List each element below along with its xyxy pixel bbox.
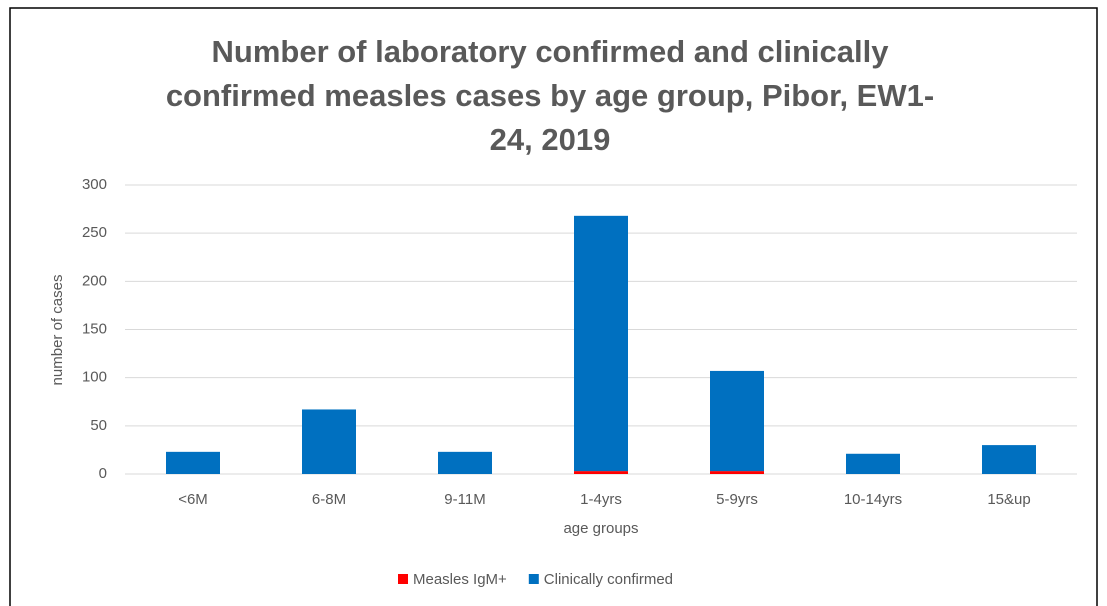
- x-axis-label: age groups: [563, 520, 638, 537]
- legend-swatch: [528, 574, 539, 584]
- x-tick-label: 9-11M: [444, 491, 485, 508]
- bar-segment: [710, 471, 764, 474]
- chart-border: [9, 7, 1098, 606]
- y-axis-label: number of cases: [49, 275, 66, 386]
- y-tick-label: 250: [82, 224, 107, 241]
- y-tick-label: 100: [82, 369, 107, 386]
- legend-swatch: [398, 574, 408, 584]
- x-tick-label: <6M: [178, 491, 208, 508]
- x-tick-label: 5-9yrs: [716, 491, 758, 508]
- y-tick-label: 0: [99, 465, 107, 482]
- y-tick-label: 50: [90, 417, 107, 434]
- bar-segment: [982, 445, 1036, 474]
- bar-segment: [574, 471, 628, 474]
- y-tick-label: 200: [82, 272, 107, 289]
- legend-label: Clinically confirmed: [544, 571, 673, 588]
- bar-segment: [166, 451, 220, 474]
- legend-label: Measles IgM+: [413, 571, 507, 588]
- bar-segment: [302, 409, 356, 474]
- x-tick-label: 1-4yrs: [580, 491, 622, 508]
- chart-title: Number of laboratory confirmed and clini…: [165, 34, 935, 157]
- x-tick-label: 10-14yrs: [844, 491, 902, 508]
- x-tick-label: 15&up: [987, 491, 1030, 508]
- bar-segment: [574, 215, 628, 472]
- x-tick-label: 6-8M: [312, 491, 346, 508]
- bar-segment: [846, 453, 900, 474]
- bar-segment: [438, 451, 492, 474]
- y-tick-label: 300: [82, 176, 107, 193]
- bar-segment: [710, 370, 764, 472]
- y-tick-label: 150: [82, 320, 107, 337]
